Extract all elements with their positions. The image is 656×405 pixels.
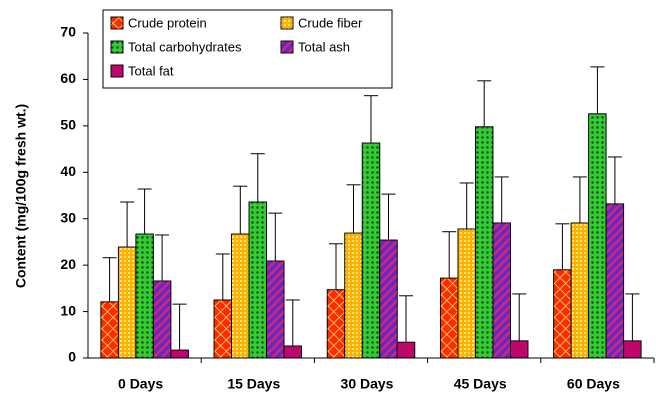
- bar-pattern: [510, 340, 529, 359]
- bar-pattern: [588, 113, 607, 359]
- bar-pattern: [135, 233, 154, 359]
- bar-pattern: [492, 222, 511, 359]
- bar-pattern: [361, 142, 381, 359]
- bar-pattern: [117, 246, 137, 359]
- bar-pattern: [283, 345, 302, 359]
- y-tick-label: 40: [60, 163, 76, 179]
- bar-pattern: [100, 301, 119, 359]
- legend-swatch-pattern: [280, 16, 294, 30]
- bar-pattern: [344, 232, 363, 359]
- bar-pattern: [623, 340, 642, 359]
- bar-pattern: [266, 260, 285, 359]
- legend-label: Crude fiber: [298, 15, 363, 30]
- bar-pattern: [605, 203, 625, 359]
- y-tick-label: 60: [60, 70, 76, 86]
- legend-label: Total carbohydrates: [128, 39, 242, 54]
- x-tick-label: 30 Days: [341, 376, 394, 392]
- legend-swatch-pattern: [280, 40, 294, 54]
- bar-pattern: [396, 341, 416, 359]
- legend-label: Total fat: [128, 63, 174, 78]
- y-axis-label: Content (mg/100g fresh wt.): [13, 104, 29, 288]
- bar-pattern: [379, 239, 398, 359]
- y-tick-label: 30: [60, 209, 76, 225]
- y-tick-label: 50: [60, 117, 76, 133]
- legend-label: Crude protein: [128, 15, 207, 30]
- bar-pattern: [248, 201, 267, 359]
- bar-pattern: [170, 349, 189, 359]
- legend-swatch-pattern: [110, 64, 124, 78]
- legend-label: Total ash: [298, 39, 350, 54]
- legend-box: [102, 9, 393, 89]
- x-tick-label: 15 Days: [227, 376, 280, 392]
- bar-pattern: [440, 277, 459, 359]
- y-tick-label: 70: [60, 24, 76, 40]
- x-tick-label: 0 Days: [118, 376, 163, 392]
- bar-pattern: [231, 233, 250, 359]
- bar-pattern: [475, 126, 494, 359]
- bar-pattern: [152, 280, 172, 359]
- y-tick-label: 10: [60, 302, 76, 318]
- y-tick-label: 20: [60, 256, 76, 272]
- legend-swatch-pattern: [110, 40, 124, 54]
- bar-pattern: [553, 269, 572, 359]
- bar-pattern: [213, 299, 232, 359]
- legend-swatch-pattern: [110, 16, 124, 30]
- bar-pattern: [457, 228, 476, 359]
- x-tick-label: 60 Days: [567, 376, 620, 392]
- bar-pattern: [326, 289, 346, 359]
- x-tick-label: 45 Days: [454, 376, 507, 392]
- y-tick-label: 0: [68, 349, 76, 365]
- bar-pattern: [570, 222, 590, 359]
